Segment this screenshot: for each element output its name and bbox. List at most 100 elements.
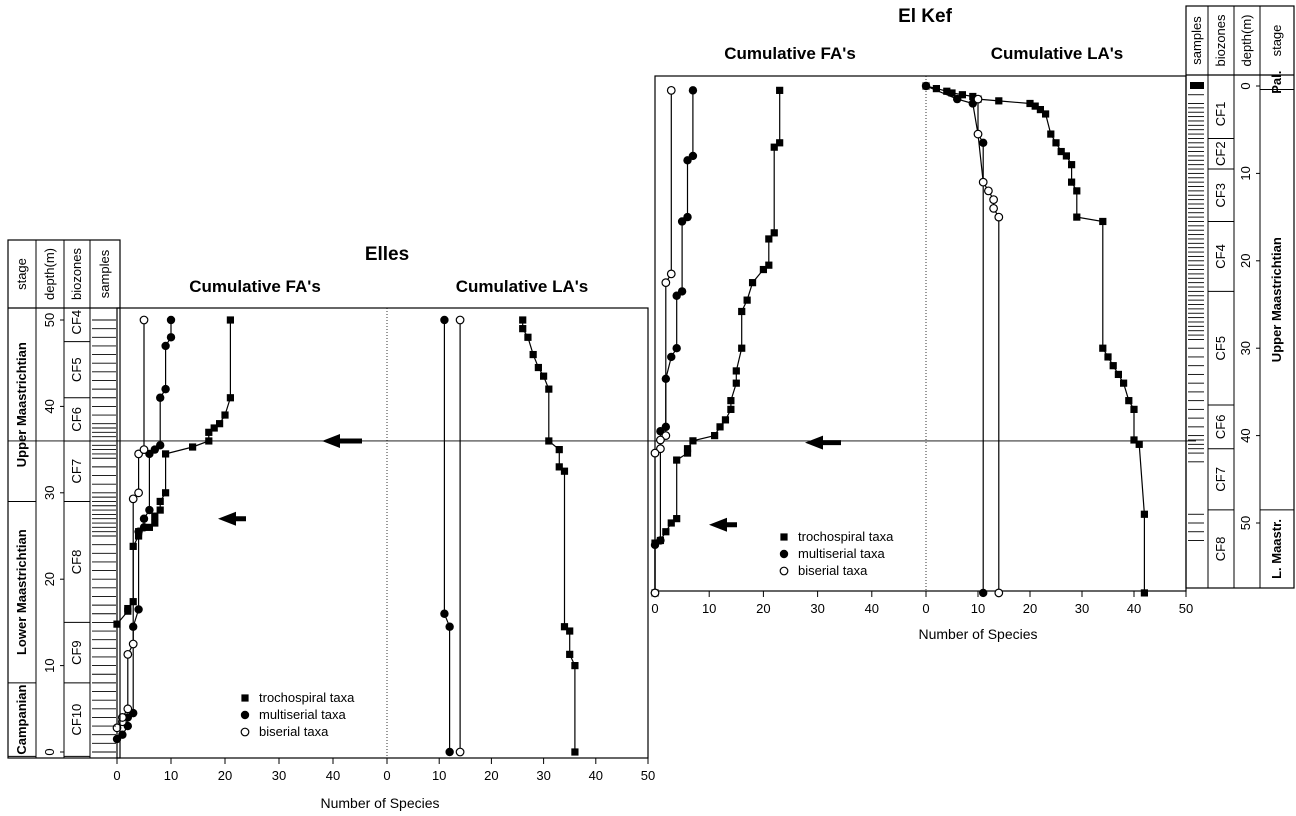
- fa-biserial-point: [123, 704, 133, 714]
- x-axis-label: Number of Species: [320, 795, 439, 811]
- biozone-label: CF5: [69, 357, 84, 382]
- fa-trochospiral-point: [776, 139, 784, 147]
- fa-trochospiral-point: [776, 86, 784, 94]
- stage-label: Upper Maastrichtian: [1269, 237, 1284, 362]
- la-trochospiral-point: [545, 385, 553, 393]
- legend-marker: [240, 710, 250, 720]
- la-trochospiral-point: [524, 333, 532, 341]
- x-tick-label: 40: [326, 768, 340, 783]
- fa-biserial-point: [134, 488, 144, 498]
- la-trochospiral-point: [1026, 99, 1034, 108]
- la-biserial-point: [984, 186, 993, 196]
- legend-marker: [240, 727, 250, 737]
- fa-trochospiral-series: [113, 316, 234, 628]
- fa-trochospiral-point: [205, 437, 213, 445]
- fa-trochospiral-point: [156, 506, 164, 514]
- legend-marker: [779, 566, 789, 576]
- la-trochospiral-point: [1114, 370, 1122, 379]
- la-biserial-series: [973, 94, 1004, 598]
- la-trochospiral-point: [560, 467, 569, 475]
- fa-trochospiral-point: [683, 445, 692, 453]
- x-tick-label: 10: [432, 768, 446, 783]
- fa-biserial-point: [128, 494, 138, 504]
- fa-trochospiral-point: [673, 456, 681, 464]
- la-trochospiral-point: [1073, 187, 1081, 195]
- la-trochospiral-point: [1099, 344, 1107, 352]
- depth-tick-label: 40: [1238, 428, 1253, 442]
- fa-trochospiral-point: [151, 512, 159, 520]
- biozone-label: CF10: [69, 704, 84, 736]
- column-header-depth: depth(m): [1239, 14, 1254, 66]
- la-trochospiral-point: [1062, 152, 1070, 160]
- la-trochospiral-point: [1130, 436, 1138, 444]
- la-trochospiral-point: [1099, 217, 1107, 226]
- x-tick-label: 0: [113, 768, 120, 783]
- biozone-label: CF6: [69, 407, 84, 432]
- fa-biserial-point: [128, 639, 138, 649]
- fa-biserial-point: [650, 588, 660, 598]
- fa-multiserial-point: [672, 344, 681, 353]
- column-header-samples: samples: [1189, 16, 1204, 65]
- legend-label: multiserial taxa: [798, 546, 885, 561]
- fa-trochospiral-point: [226, 316, 234, 324]
- la-trochospiral-point: [529, 350, 537, 359]
- la-trochospiral-point: [1047, 130, 1055, 138]
- la-trochospiral-point: [1120, 379, 1128, 387]
- fa-biserial-point: [656, 435, 665, 445]
- fa-trochospiral-point: [162, 489, 170, 497]
- fa-trochospiral-point: [683, 449, 692, 457]
- fa-multiserial-point: [139, 523, 149, 532]
- fa-trochospiral-point: [738, 344, 746, 352]
- x-tick-label: 30: [810, 601, 824, 616]
- biozone-label: CF9: [69, 640, 84, 665]
- column-header-samples: samples: [97, 249, 112, 298]
- fa-multiserial-point: [156, 441, 165, 450]
- fa-multiserial-point: [166, 333, 176, 342]
- x-tick-label: 20: [218, 768, 232, 783]
- la-multiserial-point: [921, 81, 931, 91]
- section-title: El Kef: [898, 6, 953, 27]
- x-tick-label: 20: [484, 768, 498, 783]
- fa-multiserial-point: [688, 86, 698, 95]
- columns-frame: [1185, 5, 1295, 589]
- stage-label: Campanian: [14, 685, 29, 755]
- la-trochospiral-point: [555, 446, 563, 454]
- column-header-stage: stage: [1269, 25, 1284, 57]
- charts-root: Elles Cumulative FA's Cumulative LA's 0 0 10 1…: [7, 5, 1295, 811]
- boundary-arrow: [322, 433, 362, 448]
- la-multiserial-point: [979, 588, 988, 598]
- depth-tick-label: 50: [1238, 516, 1253, 530]
- fa-multiserial-point: [672, 291, 681, 300]
- boundary-arrow: [218, 511, 246, 526]
- x-tick-label: 30: [536, 768, 550, 783]
- depth-tick-label: 0: [1238, 82, 1253, 89]
- la-biserial-point: [994, 212, 1004, 222]
- legend-marker: [780, 533, 788, 541]
- la-multiserial-point: [440, 315, 449, 325]
- fa-trochospiral-point: [156, 497, 164, 506]
- depth-tick-label: 10: [42, 658, 57, 672]
- la-biserial-point: [973, 129, 983, 139]
- x-tick-label: 10: [702, 601, 716, 616]
- la-multiserial-point: [440, 609, 449, 618]
- fa-trochospiral-point: [124, 604, 132, 613]
- fa-trochospiral-point: [727, 405, 735, 413]
- fa-biserial-point: [139, 315, 149, 325]
- panel-title-fa: Cumulative FA's: [189, 277, 321, 296]
- fa-biserial-line: [654, 90, 672, 593]
- boundary-arrow: [709, 517, 737, 532]
- la-trochospiral-point: [995, 97, 1003, 105]
- biozone-label: CF4: [69, 310, 84, 335]
- fa-trochospiral-point: [189, 443, 197, 451]
- fa-multiserial-point: [166, 315, 176, 325]
- la-biserial-point: [989, 203, 998, 213]
- la-trochospiral-point: [1109, 362, 1117, 370]
- depth-tick-label: 30: [1238, 341, 1253, 355]
- depth-tick-label: 30: [42, 486, 57, 500]
- fa-trochospiral-point: [716, 423, 724, 431]
- la-trochospiral-point: [571, 748, 579, 756]
- la-trochospiral-point: [1140, 589, 1148, 597]
- plot-frame: [654, 75, 1187, 592]
- la-biserial-series: [455, 315, 465, 757]
